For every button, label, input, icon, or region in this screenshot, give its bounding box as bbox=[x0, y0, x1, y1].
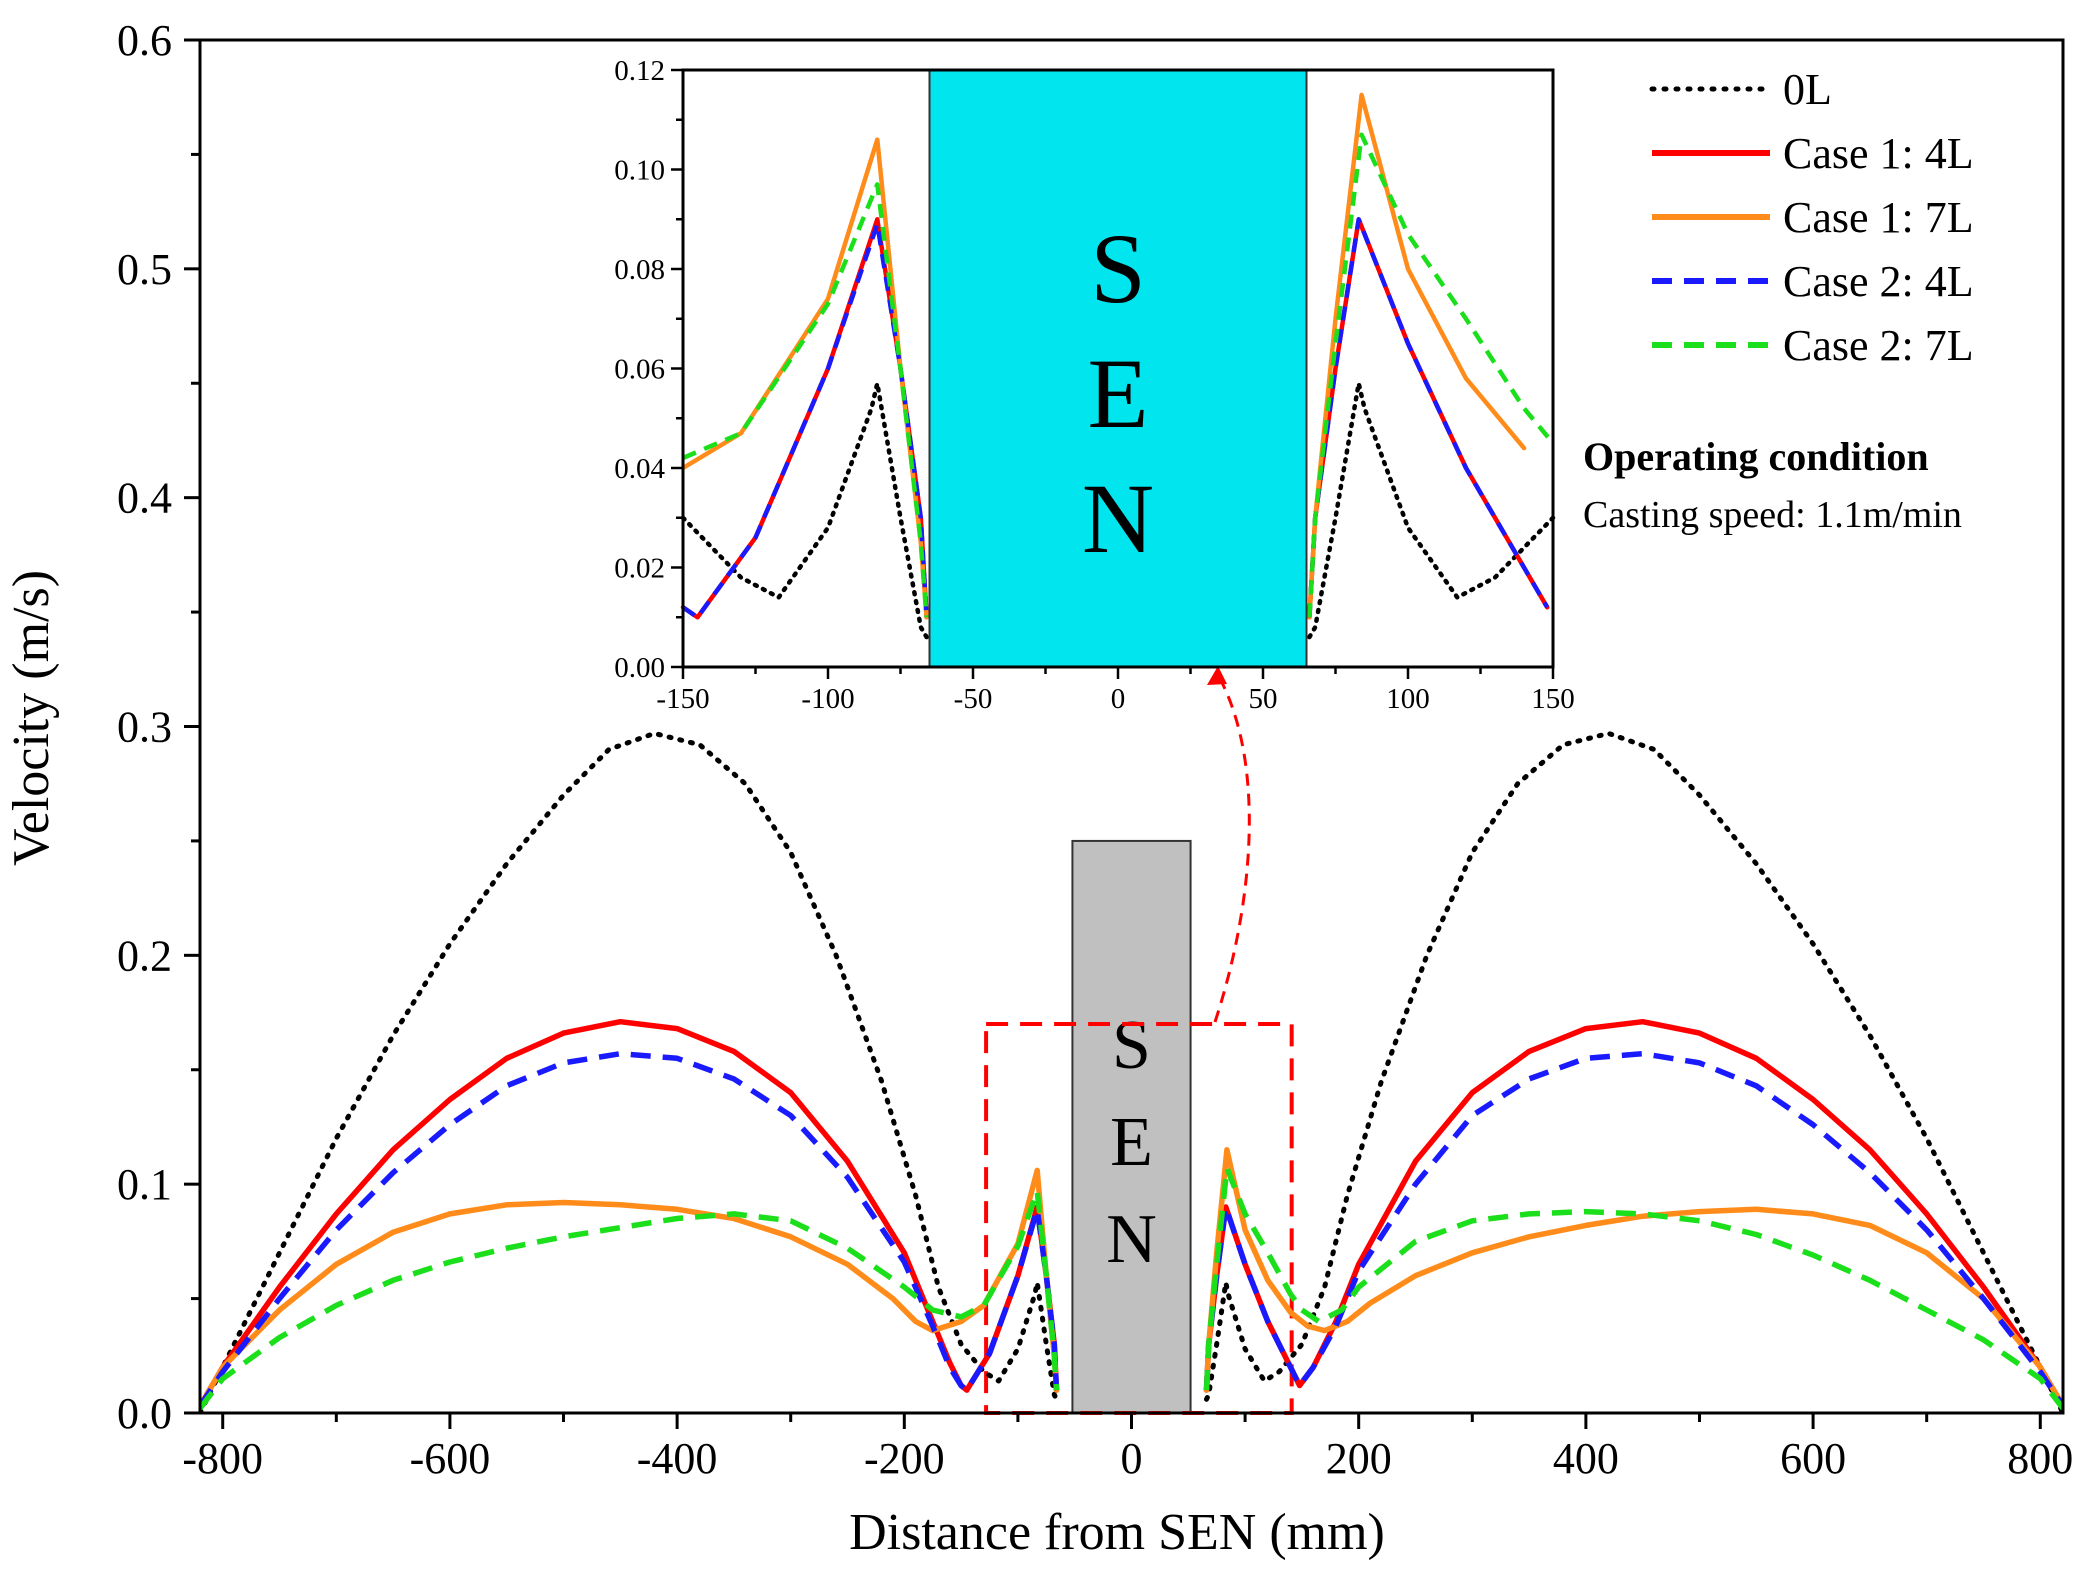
inset-x-tick-label: -50 bbox=[954, 683, 993, 715]
x-tick-label: 200 bbox=[1326, 1434, 1392, 1483]
y-tick-label: 0.5 bbox=[117, 245, 172, 294]
inset-y-tick-label: 0.06 bbox=[614, 354, 665, 386]
inset-y-tick-label: 0.02 bbox=[614, 553, 665, 585]
annotation-text: Casting speed: 1.1m/min bbox=[1583, 494, 1962, 536]
annotation-heading: Operating condition bbox=[1583, 434, 1929, 479]
series-line-0l bbox=[200, 730, 2063, 1413]
main-plot: SEN -800 -600 -400 -200 0 200 400 600 8000.00.10… bbox=[117, 16, 2073, 1483]
zoom-arrow bbox=[1213, 674, 1251, 1023]
y-tick-label: 0.4 bbox=[117, 474, 172, 523]
main-axes: -800 -600 -400 -200 0 200 400 600 800 0.0 0.1 0.2 0.… bbox=[117, 16, 2073, 1483]
legend-label-0l: 0L bbox=[1783, 65, 1832, 114]
legend-label-case-2-4l: Case 2: 4L bbox=[1783, 257, 1974, 306]
inset-y-tick-label: 0.00 bbox=[614, 652, 665, 684]
zoom-arrow-head bbox=[1207, 666, 1227, 685]
inset-sen-letter: E bbox=[1087, 338, 1148, 449]
inset-sen-block bbox=[928, 69, 1308, 668]
legend-label-case-1-7l: Case 1: 7L bbox=[1783, 193, 1974, 242]
main-sen-letter: S bbox=[1112, 1007, 1151, 1084]
y-axis-label: Velocity (m/s) bbox=[3, 570, 60, 866]
main-sen-letter: E bbox=[1110, 1104, 1153, 1181]
inset-axes: -150 -100 -50 0 50 100 150 0.00 0.02 0.04 0.06 0.08… bbox=[614, 55, 1575, 715]
x-tick-label: 800 bbox=[2007, 1434, 2073, 1483]
inset-sen-layer: SEN bbox=[928, 69, 1308, 668]
main-sen-block bbox=[1071, 839, 1192, 1414]
series-line-case-2-4l bbox=[200, 1050, 2063, 1408]
x-tick-label: 0 bbox=[1121, 1434, 1143, 1483]
y-tick-label: 0.3 bbox=[117, 703, 172, 752]
inset-y-tick-label: 0.08 bbox=[614, 254, 665, 286]
zoom-box bbox=[984, 1021, 1294, 1415]
inset-sen-letter: N bbox=[1082, 463, 1154, 574]
x-tick-label: -200 bbox=[864, 1434, 945, 1483]
main-zoom-layer bbox=[984, 1021, 1294, 1415]
x-tick-label: -600 bbox=[410, 1434, 491, 1483]
x-tick-label: 600 bbox=[1780, 1434, 1846, 1483]
inset-y-tick-label: 0.04 bbox=[614, 453, 665, 485]
y-tick-label: 0.0 bbox=[117, 1389, 172, 1438]
series-line-case-2-7l bbox=[200, 1165, 2063, 1411]
x-tick-label: -400 bbox=[637, 1434, 718, 1483]
inset-x-tick-label: 0 bbox=[1111, 683, 1126, 715]
y-tick-label: 0.6 bbox=[117, 16, 172, 65]
inset-series-line-0l bbox=[680, 381, 1556, 640]
legend-label-case-2-7l: Case 2: 7L bbox=[1783, 321, 1974, 370]
inset-x-tick-label: 100 bbox=[1386, 683, 1430, 715]
main-series-layer bbox=[200, 730, 2063, 1413]
inset-series-layer bbox=[680, 92, 1556, 640]
y-tick-label: 0.2 bbox=[117, 931, 172, 980]
y-tick-label: 0.1 bbox=[117, 1160, 172, 1209]
series-line-case-1-7l bbox=[200, 1147, 2063, 1409]
inset-plot: SEN -150 -100 -50 0 50 100 150 0.00 0.02 0.04 0.06… bbox=[614, 55, 1575, 715]
inset-y-tick-label: 0.12 bbox=[614, 55, 665, 87]
inset-y-tick-label: 0.10 bbox=[614, 155, 665, 187]
x-tick-label: 400 bbox=[1553, 1434, 1619, 1483]
legend: 0L Case 1: 4L Case 1: 7L Case 2: 4L Case 2: … bbox=[1649, 65, 1974, 370]
inset-x-tick-label: -100 bbox=[801, 683, 854, 715]
main-sen-layer: SEN bbox=[1071, 839, 1192, 1414]
legend-label-case-1-4l: Case 1: 4L bbox=[1783, 129, 1974, 178]
main-sen-letter: N bbox=[1106, 1201, 1157, 1278]
inset-series-line-case-2-7l bbox=[682, 132, 1555, 618]
x-axis-label: Distance from SEN (mm) bbox=[849, 1504, 1385, 1561]
x-tick-label: -800 bbox=[182, 1434, 263, 1483]
inset-sen-letter: S bbox=[1090, 213, 1146, 324]
inset-x-tick-label: 50 bbox=[1249, 683, 1278, 715]
inset-x-tick-label: 150 bbox=[1531, 683, 1575, 715]
inset-x-tick-label: -150 bbox=[656, 683, 709, 715]
